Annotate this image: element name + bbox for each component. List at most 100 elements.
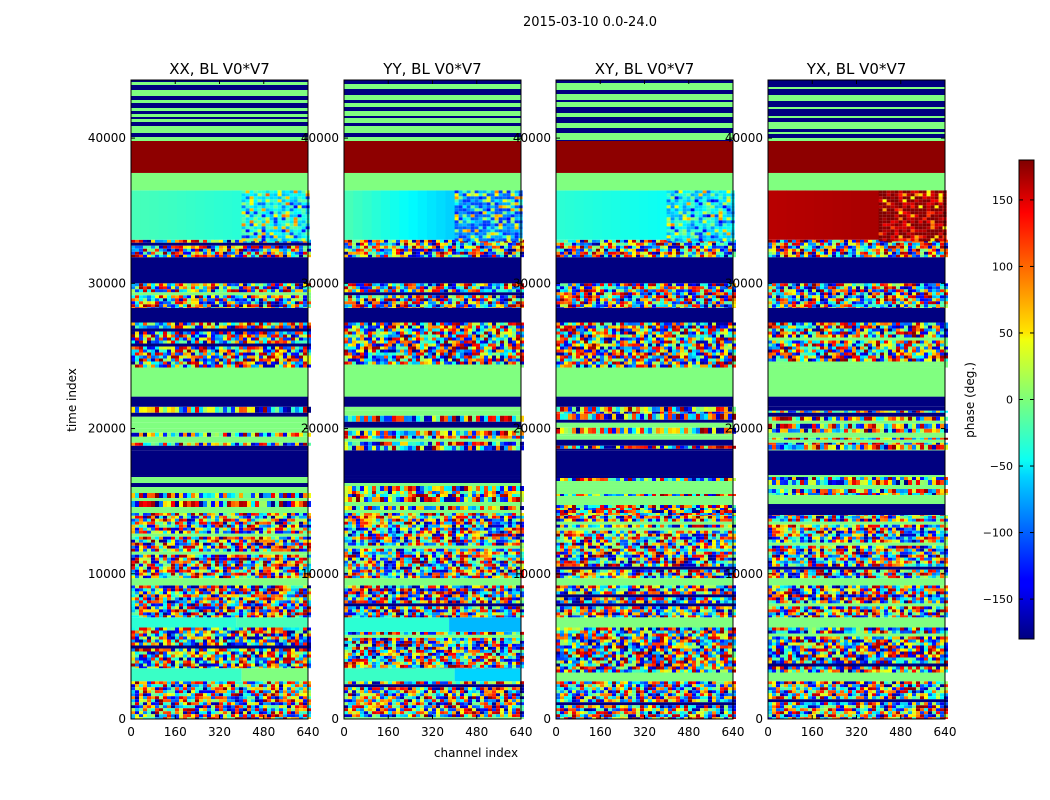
x-tick-label: 0 [552, 725, 560, 739]
heatmap-band [344, 140, 521, 173]
colorbar-tick-label: −50 [990, 460, 1013, 473]
panel-2: YY, BL V0*V7 0 160 320 480 640 0 10000 20000 3000… [301, 60, 533, 739]
heatmap-band [556, 578, 733, 586]
x-axis-label: channel index [434, 746, 518, 760]
heatmap-band [556, 257, 733, 284]
heatmap-band [556, 617, 733, 628]
panel-3: XY, BL V0*V7 0 160 320 480 640 0 10000 20000 3000… [513, 60, 745, 739]
heatmap-band [344, 322, 524, 368]
y-tick-label: 10000 [513, 567, 551, 581]
heatmap-band [344, 283, 524, 309]
heatmap-band [344, 515, 524, 579]
colorbar-label: phase (deg.) [963, 362, 977, 438]
heatmap-band [344, 239, 524, 258]
x-tick-label: 480 [465, 725, 488, 739]
panel-title: YY, BL V0*V7 [382, 60, 481, 78]
heatmap-band [768, 681, 948, 719]
x-tick-label: 480 [252, 725, 275, 739]
heatmap-band [556, 367, 733, 397]
panel-1: XX, BL V0*V7 0 160 320 480 640 0 10000 20000 3000… [88, 60, 320, 739]
heatmap-band [768, 140, 945, 173]
heatmap-band [556, 396, 733, 407]
heatmap-band [131, 257, 308, 284]
heatmap-band [768, 627, 948, 673]
x-tick-label: 640 [934, 725, 957, 739]
heatmap-band [556, 672, 733, 682]
heatmap-band [131, 172, 308, 191]
colorbar-tick-label: 50 [999, 327, 1013, 340]
colorbar-tick-label: 0 [1006, 394, 1013, 407]
heatmap-band [556, 406, 736, 451]
y-tick-label: 20000 [301, 422, 339, 436]
heatmap-band [768, 406, 948, 451]
heatmap-band [131, 515, 311, 579]
x-tick-label: 0 [340, 725, 348, 739]
heatmap-band [131, 681, 311, 719]
phase-heatmap-3 [556, 80, 736, 719]
heatmap-band [768, 578, 945, 586]
x-tick-label: 640 [722, 725, 745, 739]
phase-heatmap-4 [768, 80, 948, 719]
y-axis-label: time index [65, 368, 79, 432]
y-tick-label: 10000 [301, 567, 339, 581]
heatmap-band [768, 450, 945, 476]
heatmap-band [344, 585, 524, 618]
y-tick-label: 20000 [725, 422, 763, 436]
heatmap-band [131, 668, 308, 682]
y-tick-label: 0 [543, 712, 551, 726]
heatmap-band [344, 367, 521, 397]
y-tick-label: 40000 [301, 131, 339, 145]
heatmap-band [556, 322, 736, 368]
colorbar: 150 100 50 0 −50 −100 −150 phase (deg.) [963, 159, 1035, 640]
y-tick-label: 10000 [88, 567, 126, 581]
colorbar-tick-label: 150 [992, 194, 1013, 207]
y-tick-label: 30000 [725, 276, 763, 290]
heatmap-band [344, 80, 521, 141]
y-tick-label: 30000 [88, 276, 126, 290]
colorbar-tick-label: −150 [983, 593, 1013, 606]
phase-heatmap-1 [131, 80, 311, 719]
heatmap-band [556, 475, 736, 516]
heatmap-band [131, 617, 308, 628]
heatmap-band [556, 308, 733, 323]
x-tick-label: 0 [127, 725, 135, 739]
y-tick-label: 0 [118, 712, 126, 726]
phase-heatmap-2 [344, 80, 524, 719]
heatmap-band [344, 308, 521, 323]
colorbar-tick-label: 100 [992, 260, 1013, 273]
heatmap-band [768, 308, 945, 323]
heatmap-band [131, 190, 310, 242]
heatmap-band [344, 631, 524, 669]
y-tick-label: 40000 [88, 131, 126, 145]
heatmap-band [768, 585, 948, 618]
heatmap-band [556, 140, 733, 173]
heatmap-band [768, 239, 948, 258]
heatmap-band [768, 80, 945, 141]
figure-suptitle: 2015-03-10 0.0-24.0 [523, 15, 657, 30]
heatmap-band [556, 585, 736, 618]
x-tick-label: 640 [510, 725, 533, 739]
x-tick-label: 160 [377, 725, 400, 739]
panel-4: YX, BL V0*V7 0 160 320 480 640 0 10000 20000 3000… [725, 60, 957, 739]
heatmap-band [131, 283, 311, 309]
x-tick-label: 0 [764, 725, 772, 739]
heatmap-band [344, 578, 521, 586]
panel-title: XY, BL V0*V7 [595, 60, 695, 78]
heatmap-band [556, 190, 735, 242]
heatmap-band [344, 190, 523, 242]
x-tick-label: 640 [297, 725, 320, 739]
heatmap-band [768, 257, 945, 284]
x-tick-label: 480 [677, 725, 700, 739]
y-tick-label: 40000 [725, 131, 763, 145]
heatmap-band [768, 475, 948, 516]
heatmap-band [556, 283, 736, 309]
heatmap-band [768, 617, 945, 628]
heatmap-band [131, 396, 308, 407]
x-tick-label: 160 [589, 725, 612, 739]
heatmap-band [556, 239, 736, 258]
heatmap-band [556, 515, 736, 579]
heatmap-band [768, 190, 947, 242]
panel-title: YX, BL V0*V7 [806, 60, 907, 78]
heatmap-band [344, 406, 524, 451]
